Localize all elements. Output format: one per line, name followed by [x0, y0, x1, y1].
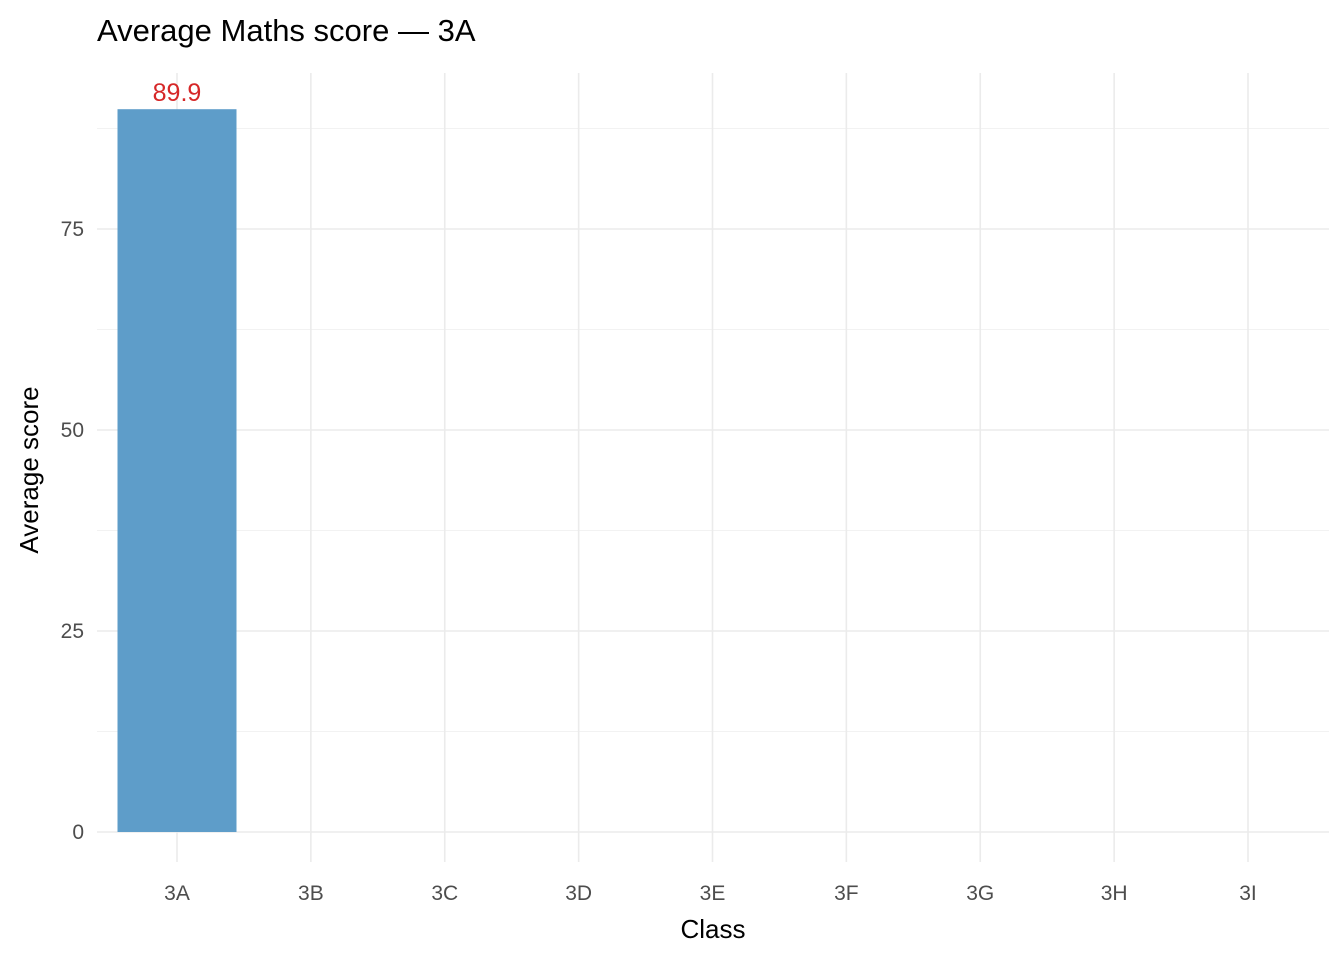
x-tick-label-3g: 3G [966, 882, 994, 905]
x-tick-label-3a: 3A [164, 882, 190, 905]
x-tick-label-3d: 3D [565, 882, 592, 905]
data-labels: 89.9 [153, 79, 202, 107]
y-tick-label: 75 [61, 218, 84, 241]
x-tick-label-3c: 3C [431, 882, 458, 905]
y-tick-label: 0 [72, 821, 84, 844]
x-tick-label-3i: 3I [1239, 882, 1257, 905]
grid [97, 73, 1329, 862]
bars [117, 109, 237, 833]
chart-title: Average Maths score — 3A [97, 13, 476, 48]
x-tick-label-3b: 3B [298, 882, 324, 905]
x-tick-label-3f: 3F [834, 882, 859, 905]
y-axis-ticks: 0 25 50 75 [61, 218, 84, 844]
x-axis-ticks: 3A 3B 3C 3D 3E 3F 3G 3H 3I [164, 882, 1257, 905]
y-axis-title: Average score [14, 386, 44, 553]
x-tick-label-3e: 3E [700, 882, 726, 905]
data-label-3a: 89.9 [153, 79, 202, 107]
x-axis-title: Class [680, 914, 745, 944]
bar-3a [117, 109, 237, 833]
y-tick-label: 50 [61, 419, 84, 442]
x-tick-label-3h: 3H [1101, 882, 1128, 905]
y-tick-label: 25 [61, 620, 84, 643]
